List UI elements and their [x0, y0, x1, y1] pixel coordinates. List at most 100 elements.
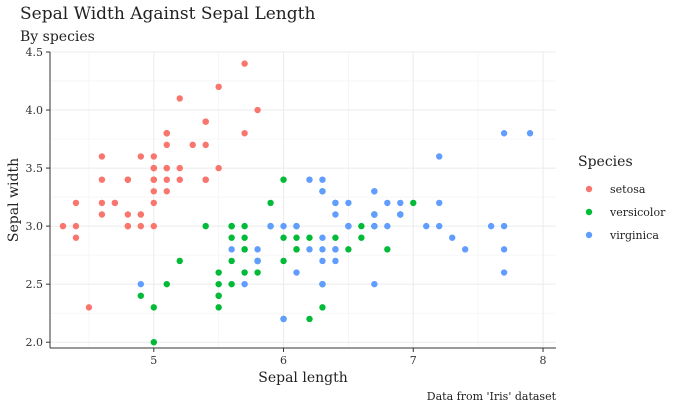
axes: 5 6 7 8 2.0 2.5 3.0 3.5 4.0 4.5	[26, 46, 556, 367]
point-virginica	[254, 257, 261, 265]
point-setosa	[98, 211, 106, 218]
point-setosa	[150, 176, 157, 183]
point-versicolor	[358, 222, 365, 230]
point-setosa	[124, 176, 132, 183]
legend-label-setosa: setosa	[610, 183, 646, 196]
point-setosa	[189, 141, 196, 149]
chart-caption: Data from 'Iris' dataset	[426, 390, 556, 403]
point-virginica	[332, 257, 339, 265]
point-setosa	[124, 222, 132, 230]
point-versicolor	[176, 257, 183, 265]
x-tick-label: 5	[150, 354, 157, 367]
point-setosa	[85, 304, 93, 311]
point-versicolor	[241, 234, 248, 241]
point-virginica	[487, 222, 495, 230]
point-virginica	[371, 222, 378, 230]
point-setosa	[215, 164, 222, 172]
point-setosa	[241, 130, 248, 137]
point-virginica	[384, 222, 391, 230]
point-virginica	[332, 199, 339, 207]
point-versicolor	[293, 246, 300, 253]
point-versicolor	[293, 234, 300, 241]
point-setosa	[163, 176, 170, 183]
point-versicolor	[267, 199, 274, 207]
chart-title: Sepal Width Against Sepal Length	[20, 4, 316, 24]
point-virginica	[371, 188, 378, 195]
point-setosa	[163, 141, 170, 149]
point-virginica	[500, 130, 508, 137]
point-virginica	[319, 246, 326, 253]
point-virginica	[345, 199, 352, 207]
point-virginica	[267, 222, 274, 230]
point-virginica	[371, 211, 378, 218]
point-setosa	[72, 234, 80, 241]
point-versicolor	[306, 234, 313, 241]
legend-key-versicolor	[585, 208, 593, 216]
y-tick-label: 3.5	[26, 162, 44, 175]
point-virginica	[526, 130, 534, 137]
point-versicolor	[306, 315, 313, 323]
point-versicolor	[228, 222, 235, 230]
point-virginica	[500, 246, 508, 253]
point-versicolor	[241, 246, 248, 253]
point-virginica	[319, 188, 326, 195]
data-points	[59, 60, 534, 346]
point-virginica	[397, 211, 404, 218]
point-versicolor	[280, 234, 287, 241]
point-versicolor	[280, 176, 287, 183]
x-tick-label: 8	[540, 354, 547, 367]
point-virginica	[241, 280, 248, 288]
point-virginica	[500, 269, 508, 276]
point-setosa	[72, 222, 80, 230]
point-versicolor	[163, 280, 170, 288]
point-setosa	[150, 188, 157, 195]
point-virginica	[319, 234, 326, 241]
point-setosa	[202, 176, 209, 183]
point-versicolor	[241, 222, 248, 230]
point-versicolor	[202, 222, 209, 230]
point-versicolor	[332, 234, 339, 241]
point-setosa	[163, 130, 170, 137]
y-tick-label: 2.0	[26, 336, 44, 349]
legend-key-setosa	[585, 185, 593, 193]
x-tick-label: 6	[280, 354, 287, 367]
point-virginica	[436, 153, 443, 160]
point-virginica	[306, 176, 313, 183]
point-versicolor	[228, 234, 235, 241]
point-virginica	[293, 222, 300, 230]
point-versicolor	[137, 292, 145, 299]
point-setosa	[202, 118, 209, 125]
point-virginica	[461, 246, 469, 253]
point-setosa	[215, 83, 222, 91]
x-tick-label: 7	[410, 354, 417, 367]
point-setosa	[98, 176, 106, 183]
point-virginica	[436, 222, 443, 230]
point-virginica	[423, 222, 430, 230]
point-setosa	[72, 199, 80, 207]
y-tick-label: 3.0	[26, 220, 44, 233]
grid-lines	[50, 51, 556, 348]
point-virginica	[384, 199, 391, 207]
point-setosa	[241, 60, 248, 67]
point-versicolor	[215, 304, 222, 311]
point-virginica	[449, 234, 456, 241]
point-virginica	[280, 315, 287, 323]
point-versicolor	[228, 257, 235, 265]
point-setosa	[176, 95, 183, 102]
point-virginica	[137, 280, 145, 288]
point-setosa	[111, 199, 119, 207]
point-virginica	[254, 246, 261, 253]
point-setosa	[59, 222, 67, 230]
point-virginica	[500, 222, 508, 230]
point-versicolor	[319, 304, 326, 311]
y-axis-title: Sepal width	[6, 158, 22, 242]
point-versicolor	[215, 269, 222, 276]
point-setosa	[150, 153, 157, 160]
legend: Species setosa versicolor virginica	[578, 154, 666, 242]
point-versicolor	[228, 280, 235, 288]
point-versicolor	[150, 338, 157, 346]
point-virginica	[332, 211, 339, 218]
point-setosa	[202, 141, 209, 149]
point-virginica	[280, 222, 287, 230]
